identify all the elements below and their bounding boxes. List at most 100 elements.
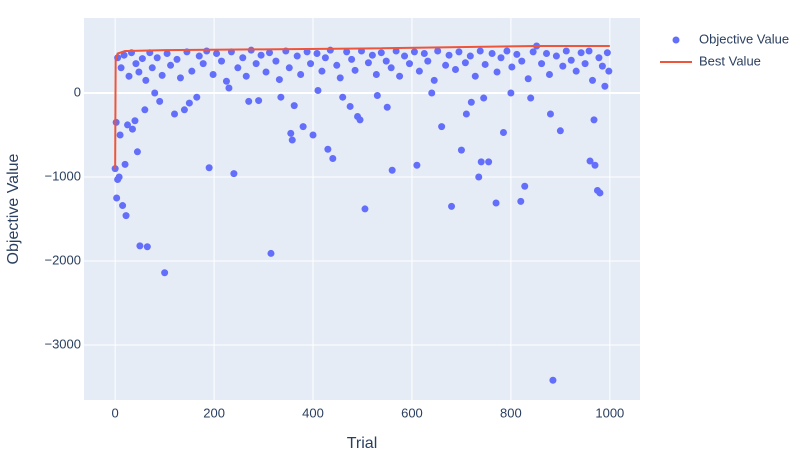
x-tick-label: 1000 bbox=[595, 405, 624, 420]
point bbox=[218, 57, 226, 65]
point bbox=[405, 60, 413, 68]
point bbox=[445, 51, 453, 59]
point bbox=[351, 66, 359, 74]
point bbox=[128, 125, 136, 133]
point bbox=[209, 71, 217, 79]
point bbox=[230, 170, 238, 178]
point bbox=[205, 164, 213, 172]
point bbox=[503, 47, 511, 55]
point bbox=[131, 117, 139, 125]
point bbox=[222, 77, 230, 85]
point bbox=[388, 166, 396, 174]
point bbox=[499, 128, 507, 136]
point bbox=[595, 54, 603, 62]
point bbox=[290, 102, 298, 110]
point bbox=[471, 72, 479, 80]
point bbox=[497, 54, 505, 62]
point bbox=[415, 67, 423, 75]
point bbox=[293, 52, 301, 60]
point bbox=[476, 47, 484, 55]
point bbox=[171, 110, 179, 118]
point bbox=[434, 47, 442, 55]
point bbox=[475, 173, 483, 181]
point bbox=[572, 67, 580, 75]
point bbox=[288, 136, 296, 144]
point bbox=[529, 48, 537, 56]
point bbox=[176, 74, 184, 82]
point bbox=[120, 51, 128, 59]
point bbox=[601, 82, 609, 90]
point bbox=[591, 161, 599, 169]
point bbox=[549, 376, 557, 384]
point bbox=[373, 92, 381, 100]
point bbox=[148, 64, 156, 72]
point bbox=[324, 145, 332, 153]
best-line bbox=[114, 44, 610, 169]
point bbox=[133, 148, 141, 156]
point bbox=[252, 60, 260, 68]
point bbox=[158, 71, 166, 79]
point bbox=[242, 72, 250, 80]
point bbox=[225, 84, 233, 92]
point bbox=[387, 64, 395, 72]
point bbox=[577, 49, 585, 57]
point bbox=[492, 199, 500, 207]
point bbox=[287, 129, 295, 137]
point bbox=[392, 47, 400, 55]
point bbox=[234, 64, 242, 72]
point bbox=[488, 50, 496, 58]
point bbox=[156, 97, 164, 105]
point bbox=[167, 61, 175, 69]
point bbox=[195, 52, 203, 60]
point bbox=[272, 57, 280, 65]
point bbox=[513, 50, 521, 58]
point bbox=[343, 48, 351, 56]
point bbox=[377, 49, 385, 57]
point bbox=[122, 212, 130, 220]
point bbox=[493, 68, 501, 76]
point bbox=[546, 110, 554, 118]
legend-label: Best Value bbox=[699, 53, 761, 68]
y-axis-title: Objective Value bbox=[5, 153, 22, 264]
point bbox=[321, 54, 329, 62]
point bbox=[299, 123, 307, 131]
point bbox=[581, 60, 589, 68]
point bbox=[396, 72, 404, 80]
point bbox=[543, 50, 551, 58]
point bbox=[333, 61, 341, 69]
point bbox=[245, 97, 253, 105]
point bbox=[348, 55, 356, 63]
point bbox=[339, 93, 347, 101]
point bbox=[527, 94, 535, 102]
point bbox=[193, 93, 201, 101]
point bbox=[368, 51, 376, 59]
point bbox=[143, 243, 151, 251]
point bbox=[383, 103, 391, 111]
point bbox=[361, 205, 369, 213]
point bbox=[199, 60, 207, 68]
point bbox=[318, 67, 326, 75]
point bbox=[364, 59, 372, 67]
point bbox=[467, 98, 475, 106]
point bbox=[455, 48, 463, 56]
point bbox=[115, 173, 123, 181]
point bbox=[132, 60, 140, 68]
point bbox=[518, 57, 526, 65]
point bbox=[136, 242, 144, 250]
y-tick-label: −3000 bbox=[44, 336, 81, 351]
point bbox=[117, 64, 125, 72]
point bbox=[141, 106, 149, 114]
legend-label: Objective Value bbox=[699, 31, 789, 46]
point bbox=[307, 60, 315, 68]
point bbox=[314, 86, 322, 94]
point bbox=[524, 75, 532, 83]
point bbox=[180, 106, 188, 114]
point bbox=[598, 62, 606, 70]
x-tick-label: 600 bbox=[401, 405, 423, 420]
point bbox=[116, 131, 124, 139]
point bbox=[413, 161, 421, 169]
point bbox=[442, 61, 450, 69]
x-tick-label: 400 bbox=[302, 405, 324, 420]
x-tick-label: 800 bbox=[500, 405, 522, 420]
